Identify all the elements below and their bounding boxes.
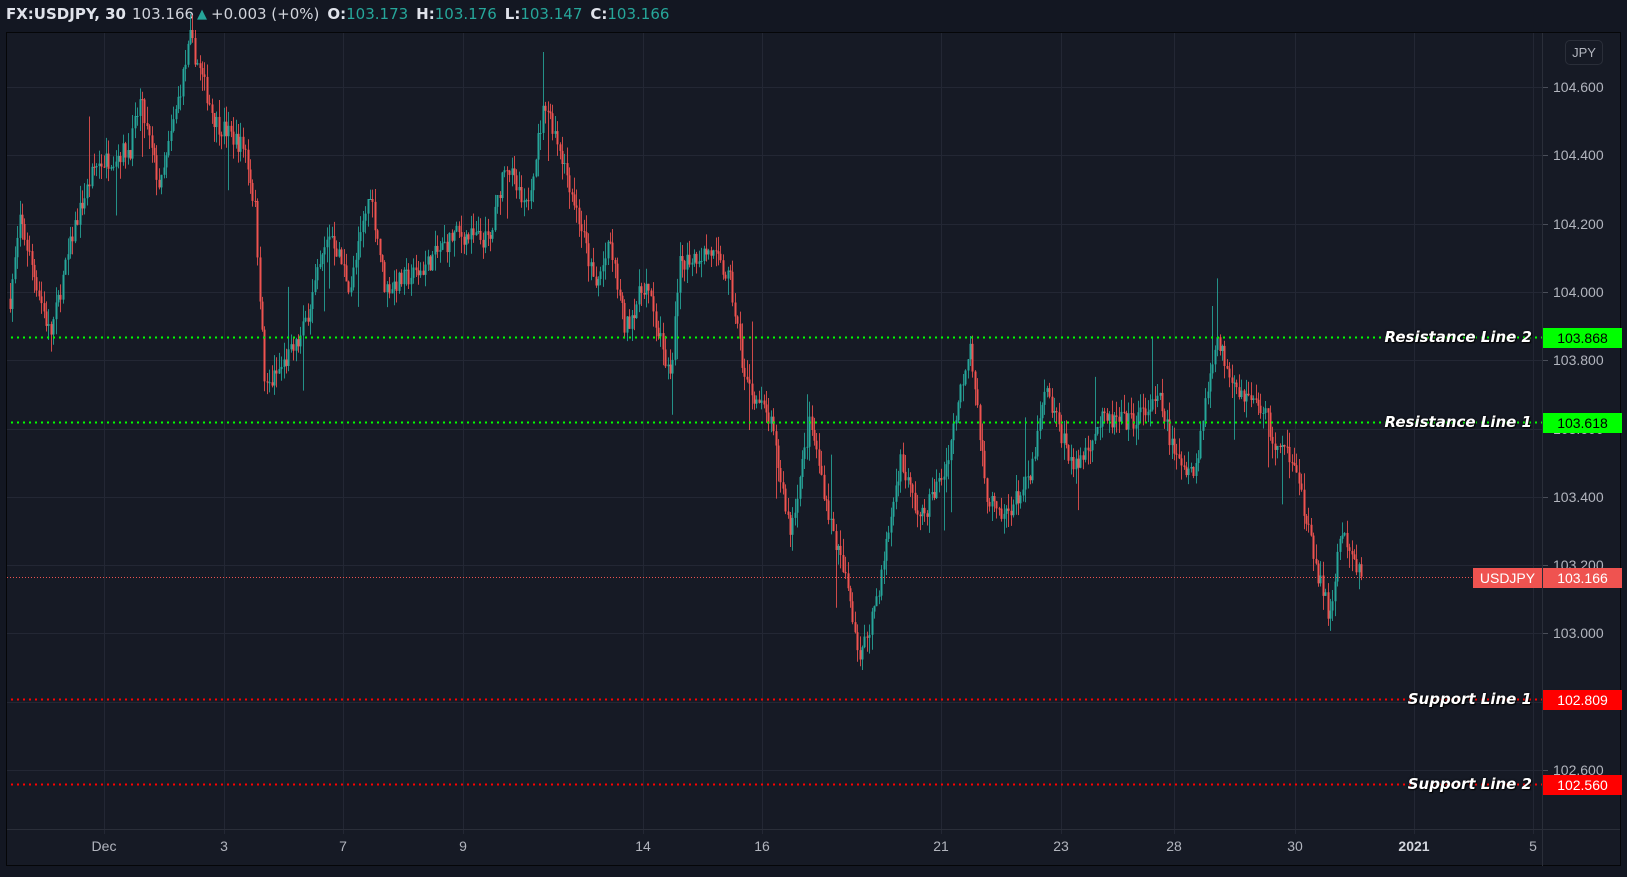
price-tick-label: 103.000 xyxy=(1553,624,1604,641)
level-line-label: Resistance Line 2 xyxy=(1384,327,1532,346)
price-tick-label: 102.600 xyxy=(1553,761,1604,778)
time-tick-label: 3 xyxy=(220,838,228,854)
level-line-label: Support Line 1 xyxy=(1407,689,1532,708)
level-price-tag: 103.618 xyxy=(1543,412,1622,433)
price-tick-label: 104.600 xyxy=(1553,78,1604,95)
time-tick-label: Dec xyxy=(91,838,117,854)
high-label: H: xyxy=(416,5,435,23)
price-change: +0.003 (+0%) xyxy=(211,5,320,23)
last-price: 103.166 xyxy=(132,5,195,23)
level-price-tag: 103.868 xyxy=(1543,327,1622,348)
time-tick-label: 21 xyxy=(933,838,949,854)
time-tick-label: 16 xyxy=(754,838,770,854)
price-tick-label: 103.800 xyxy=(1553,351,1604,368)
current-price-tag: 103.166 xyxy=(1543,567,1622,588)
close-label: C: xyxy=(590,5,608,23)
time-tick-label: 5 xyxy=(1529,838,1537,854)
time-tick-label: 14 xyxy=(635,838,651,854)
chart-frame xyxy=(6,32,1621,866)
time-tick-label: 30 xyxy=(1287,838,1303,854)
close-value: 103.166 xyxy=(607,5,670,23)
triangle-up-icon: ▲ xyxy=(197,6,208,22)
time-tick-label: 28 xyxy=(1166,838,1182,854)
level-price-tag: 102.809 xyxy=(1543,689,1622,710)
open-value: 103.173 xyxy=(346,5,409,23)
level-line-label: Support Line 2 xyxy=(1407,774,1532,793)
low-label: L: xyxy=(504,5,521,23)
level-line-label: Resistance Line 1 xyxy=(1384,412,1532,431)
price-tick-label: 104.000 xyxy=(1553,283,1604,300)
time-tick-label: 2021 xyxy=(1398,838,1430,854)
current-symbol-tag: USDJPY xyxy=(1473,567,1542,588)
low-value: 103.147 xyxy=(520,5,583,23)
currency-button[interactable]: JPY xyxy=(1565,40,1603,65)
price-tick-label: 104.200 xyxy=(1553,215,1604,232)
level-price-tag: 102.560 xyxy=(1543,774,1622,795)
open-label: O: xyxy=(327,5,347,23)
price-tick-label: 104.400 xyxy=(1553,146,1604,163)
high-value: 103.176 xyxy=(434,5,497,23)
time-tick-label: 23 xyxy=(1053,838,1069,854)
symbol-title[interactable]: FX:USDJPY, 30 xyxy=(6,5,126,23)
symbol-legend: FX:USDJPY, 30 103.166 ▲ +0.003 (+0%) O: 1… xyxy=(6,3,677,25)
time-tick-label: 7 xyxy=(339,838,347,854)
time-tick-label: 9 xyxy=(459,838,467,854)
price-tick-label: 103.400 xyxy=(1553,488,1604,505)
candles xyxy=(9,13,1363,670)
